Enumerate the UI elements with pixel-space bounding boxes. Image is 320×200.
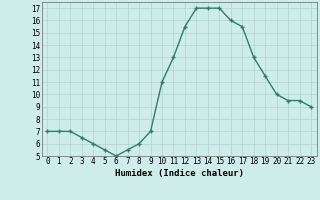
X-axis label: Humidex (Indice chaleur): Humidex (Indice chaleur) (115, 169, 244, 178)
